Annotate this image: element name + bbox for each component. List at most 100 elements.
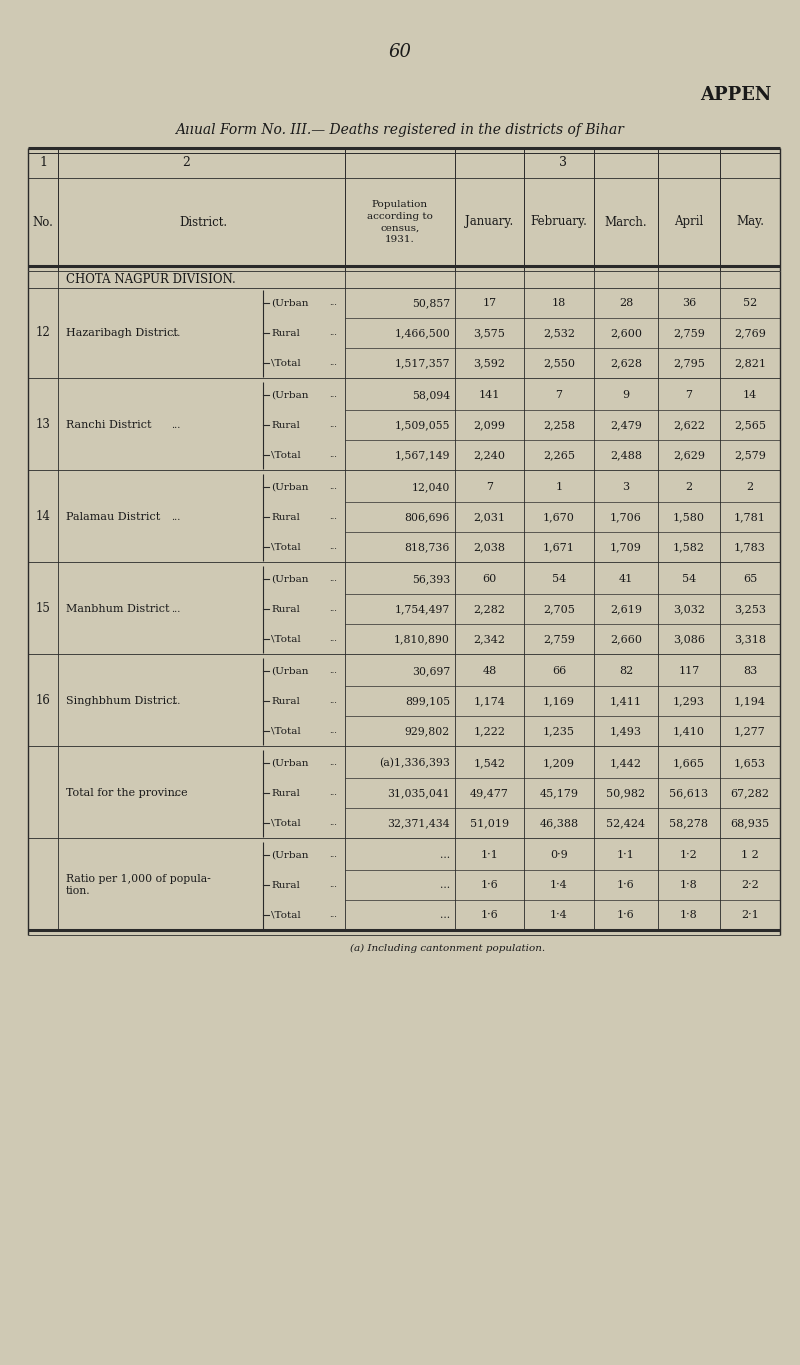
Text: 1,670: 1,670 (543, 512, 575, 521)
Text: 3,592: 3,592 (474, 358, 506, 369)
Text: (a) Including cantonment population.: (a) Including cantonment population. (350, 943, 545, 953)
Text: 929,802: 929,802 (405, 726, 450, 736)
Text: ...: ... (171, 329, 180, 337)
Text: 1,235: 1,235 (543, 726, 575, 736)
Text: 15: 15 (35, 602, 50, 616)
Text: Population
according to
census,
1931.: Population according to census, 1931. (367, 199, 433, 244)
Text: 818,736: 818,736 (405, 542, 450, 551)
Text: ...: ... (440, 910, 450, 920)
Text: 1,781: 1,781 (734, 512, 766, 521)
Text: 141: 141 (479, 390, 500, 400)
Text: 2,660: 2,660 (610, 633, 642, 644)
Text: 2,342: 2,342 (474, 633, 506, 644)
Text: 32,371,434: 32,371,434 (387, 818, 450, 829)
Text: 1,174: 1,174 (474, 696, 506, 706)
Text: 1·6: 1·6 (617, 880, 635, 890)
Text: 1·4: 1·4 (550, 910, 568, 920)
Text: 48: 48 (482, 666, 497, 676)
Text: 2,099: 2,099 (474, 420, 506, 430)
Text: Aııual Form No. III.— Deaths registered in the districts of Bihar: Aııual Form No. III.— Deaths registered … (175, 123, 625, 136)
Text: ...: ... (329, 359, 337, 367)
Text: 14: 14 (743, 390, 757, 400)
Text: 2,600: 2,600 (610, 328, 642, 339)
Text: May.: May. (736, 216, 764, 228)
Text: ...: ... (329, 759, 337, 767)
Text: ...: ... (171, 789, 180, 797)
Text: 2,759: 2,759 (543, 633, 575, 644)
Text: ...: ... (329, 299, 337, 307)
Text: 2,565: 2,565 (734, 420, 766, 430)
Text: 45,179: 45,179 (539, 788, 578, 799)
Text: ...: ... (329, 450, 337, 459)
Text: 2,579: 2,579 (734, 450, 766, 460)
Text: Ratio per 1,000 of popula-
tion.: Ratio per 1,000 of popula- tion. (66, 874, 210, 897)
Text: ...: ... (329, 390, 337, 399)
Text: March.: March. (605, 216, 647, 228)
Text: 1 2: 1 2 (741, 850, 759, 860)
Text: February.: February. (530, 216, 587, 228)
Text: 117: 117 (678, 666, 700, 676)
Text: 18: 18 (552, 298, 566, 308)
Text: 28: 28 (619, 298, 633, 308)
Text: ...: ... (329, 483, 337, 491)
Text: (Urban: (Urban (271, 482, 309, 491)
Text: 36: 36 (682, 298, 696, 308)
Text: 1·4: 1·4 (550, 880, 568, 890)
Text: 2,240: 2,240 (474, 450, 506, 460)
Text: Rural: Rural (271, 789, 300, 797)
Text: CHOTA NAGPUR DIVISION.: CHOTA NAGPUR DIVISION. (66, 273, 236, 287)
Text: ...: ... (329, 789, 337, 797)
Text: 1,293: 1,293 (673, 696, 705, 706)
Text: 3,086: 3,086 (673, 633, 705, 644)
Text: 1,517,357: 1,517,357 (394, 358, 450, 369)
Text: 1·2: 1·2 (680, 850, 698, 860)
Text: 31,035,041: 31,035,041 (387, 788, 450, 799)
Text: ...: ... (329, 329, 337, 337)
Text: 2,629: 2,629 (673, 450, 705, 460)
Text: 2·2: 2·2 (741, 880, 759, 890)
Text: 49,477: 49,477 (470, 788, 509, 799)
Text: 2,628: 2,628 (610, 358, 642, 369)
Text: Rural: Rural (271, 329, 300, 337)
Text: ...: ... (329, 880, 337, 889)
Text: ...: ... (171, 512, 180, 521)
Text: (Urban: (Urban (271, 759, 309, 767)
Text: 1,410: 1,410 (673, 726, 705, 736)
Text: 1,466,500: 1,466,500 (394, 328, 450, 339)
Text: 68,935: 68,935 (730, 818, 770, 829)
Text: (Urban: (Urban (271, 850, 309, 860)
Text: 1,671: 1,671 (543, 542, 575, 551)
Text: 2,619: 2,619 (610, 603, 642, 614)
Text: \Total: \Total (271, 726, 301, 736)
Text: 2,265: 2,265 (543, 450, 575, 460)
Text: 52,424: 52,424 (606, 818, 646, 829)
Text: 1,493: 1,493 (610, 726, 642, 736)
Text: 899,105: 899,105 (405, 696, 450, 706)
Text: 58,094: 58,094 (412, 390, 450, 400)
Text: 2,795: 2,795 (673, 358, 705, 369)
Text: ...: ... (329, 910, 337, 919)
Text: Rural: Rural (271, 512, 300, 521)
Text: \Total: \Total (271, 542, 301, 551)
Text: 56,393: 56,393 (412, 575, 450, 584)
Text: 1,509,055: 1,509,055 (394, 420, 450, 430)
Text: 54: 54 (682, 575, 696, 584)
Text: \Total: \Total (271, 450, 301, 460)
Text: Rural: Rural (271, 605, 300, 613)
Text: 51,019: 51,019 (470, 818, 509, 829)
Text: 50,857: 50,857 (412, 298, 450, 308)
Text: Rural: Rural (271, 420, 300, 430)
Text: 7: 7 (555, 390, 562, 400)
Text: 1: 1 (39, 157, 47, 169)
Text: 1·1: 1·1 (617, 850, 635, 860)
Text: 60: 60 (482, 575, 497, 584)
Text: 2,622: 2,622 (673, 420, 705, 430)
Text: 2: 2 (182, 157, 190, 169)
Text: 1: 1 (555, 482, 562, 491)
Text: 3,575: 3,575 (474, 328, 506, 339)
Text: 2,769: 2,769 (734, 328, 766, 339)
Text: 2: 2 (686, 482, 693, 491)
Text: 58,278: 58,278 (670, 818, 709, 829)
Text: \Total: \Total (271, 635, 301, 643)
Text: 1·1: 1·1 (481, 850, 498, 860)
